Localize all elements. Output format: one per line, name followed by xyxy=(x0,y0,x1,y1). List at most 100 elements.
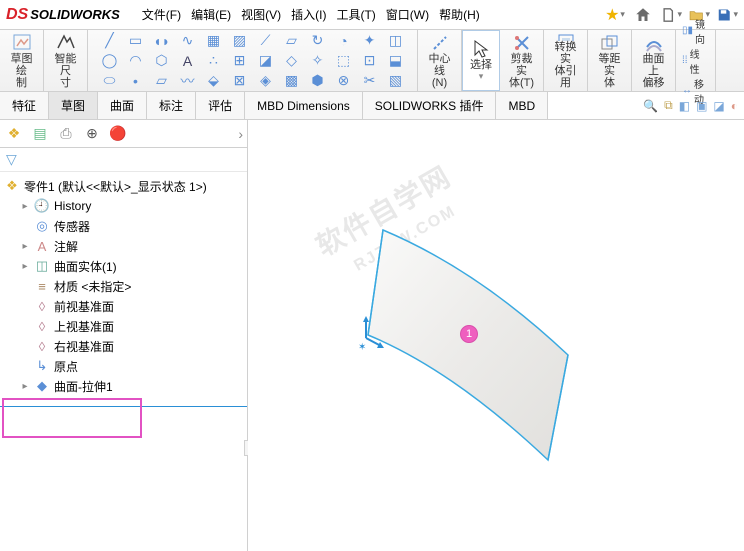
home-icon[interactable] xyxy=(632,4,654,26)
fill-tool-icon[interactable]: ▨ xyxy=(228,32,252,50)
menu-edit[interactable]: 编辑(E) xyxy=(187,4,235,25)
tree-tab-appearance-icon[interactable]: 🔴 xyxy=(108,124,128,144)
tree-tab-config-icon[interactable]: ⎙ xyxy=(56,124,76,144)
tree-tab-prop-icon[interactable]: ▤ xyxy=(30,124,50,144)
filter-funnel-icon[interactable]: ▽ xyxy=(6,151,17,168)
ribbon-trim[interactable]: 剪裁实体(T) xyxy=(500,30,544,91)
poly-tool-icon[interactable]: ⬡ xyxy=(150,52,174,70)
plane-right-label: 右视基准面 xyxy=(54,338,114,355)
c1-tool-icon[interactable]: ◇ xyxy=(280,52,304,70)
c4-tool-icon[interactable]: ⊡ xyxy=(358,52,382,70)
circle-tool-icon[interactable]: ◯ xyxy=(98,52,122,70)
command-tabs: 特征 草图 曲面 标注 评估 MBD Dimensions SOLIDWORKS… xyxy=(0,92,744,120)
box-tool-icon[interactable]: ◫ xyxy=(384,32,408,50)
menu-insert[interactable]: 插入(I) xyxy=(287,4,330,25)
pt-tool-icon[interactable]: ∴ xyxy=(202,52,226,70)
m8-tool-icon[interactable]: ▧ xyxy=(384,72,408,90)
section-icon[interactable]: ◐ xyxy=(731,99,738,113)
shade-icon[interactable]: ◪ xyxy=(713,99,724,113)
save-icon[interactable]: ▾ xyxy=(716,4,738,26)
menu-window[interactable]: 窗口(W) xyxy=(382,4,433,25)
m7-tool-icon[interactable]: ✂ xyxy=(358,72,382,90)
tab-sw-addin[interactable]: SOLIDWORKS 插件 xyxy=(363,92,497,119)
ribbon-sketch-group[interactable]: 草图绘制 xyxy=(0,30,44,91)
ribbon-select[interactable]: 选择 ▾ xyxy=(462,30,500,91)
tree-feature-extrude[interactable]: ▸ ◆ 曲面-拉伸1 xyxy=(2,376,245,396)
m1-tool-icon[interactable]: ⬙ xyxy=(202,72,226,90)
m6-tool-icon[interactable]: ⊗ xyxy=(332,72,356,90)
text-tool-icon[interactable]: A xyxy=(176,52,200,70)
tree-plane-front[interactable]: ◊ 前视基准面 xyxy=(2,296,245,316)
tab-feature[interactable]: 特征 xyxy=(0,92,49,119)
rect-tool-icon[interactable]: ▭ xyxy=(124,32,148,50)
iso-tool-icon[interactable]: ◪ xyxy=(254,52,278,70)
tab-sketch[interactable]: 草图 xyxy=(49,92,98,119)
c5-tool-icon[interactable]: ⬓ xyxy=(384,52,408,70)
wire-tool-icon[interactable]: ✦ xyxy=(358,32,382,50)
tree-annot[interactable]: ▸ A 注解 xyxy=(2,236,245,256)
graphics-area[interactable]: 软件自学网 RJZXW.COM ✶ 1 xyxy=(248,120,744,551)
tree-plane-top[interactable]: ◊ 上视基准面 xyxy=(2,316,245,336)
tree-tab-bar: ❖ ▤ ⎙ ⊕ 🔴 › xyxy=(0,120,247,148)
tab-evaluate[interactable]: 评估 xyxy=(196,92,245,119)
tree-body[interactable]: ▸ ◫ 曲面实体(1) xyxy=(2,256,245,276)
ribbon-surface-offset[interactable]: 曲面上偏移 xyxy=(632,30,676,91)
c3-tool-icon[interactable]: ⬚ xyxy=(332,52,356,70)
star-icon[interactable]: ★▾ xyxy=(604,4,626,26)
expander-icon[interactable]: ▸ xyxy=(20,241,30,252)
zoom-area-icon[interactable]: ⧉ xyxy=(664,98,673,113)
ellipse-tool-icon[interactable]: ⬭ xyxy=(98,72,122,90)
rot-tool-icon[interactable]: ↻ xyxy=(306,32,330,50)
line-tool-icon[interactable]: ╱ xyxy=(98,32,122,50)
tree-root[interactable]: ❖ 零件1 (默认<<默认>_显示状态 1>) xyxy=(2,176,245,196)
menu-help[interactable]: 帮助(H) xyxy=(435,4,484,25)
ribbon-convert[interactable]: 转换实体引用 xyxy=(544,30,588,91)
workspace: ❖ ▤ ⎙ ⊕ 🔴 › ▽ ❖ 零件1 (默认<<默认>_显示状态 1>) ▸ … xyxy=(0,120,744,551)
m5-tool-icon[interactable]: ⬢ xyxy=(306,72,330,90)
ribbon-dimension-group[interactable]: 智能尺寸 xyxy=(44,30,88,91)
curve-tool-icon[interactable]: 〰 xyxy=(176,72,200,90)
menu-view[interactable]: 视图(V) xyxy=(237,4,285,25)
menu-file[interactable]: 文件(F) xyxy=(138,4,185,25)
new-doc-icon[interactable]: ▾ xyxy=(660,4,682,26)
tab-mbd-dim[interactable]: MBD Dimensions xyxy=(245,92,363,119)
expander-icon[interactable]: ▸ xyxy=(20,261,30,272)
tree-origin[interactable]: ↳ 原点 xyxy=(2,356,245,376)
tree-tab-target-icon[interactable]: ⊕ xyxy=(82,124,102,144)
menu-tools[interactable]: 工具(T) xyxy=(332,4,379,25)
plane-top-label: 上视基准面 xyxy=(54,318,114,335)
tab-surface[interactable]: 曲面 xyxy=(98,92,147,119)
m4-tool-icon[interactable]: ▩ xyxy=(280,72,304,90)
linear-btn[interactable]: ⁞⁞线性 xyxy=(682,46,709,76)
tree-plane-right[interactable]: ◊ 右视基准面 xyxy=(2,336,245,356)
par-tool-icon[interactable]: ▱ xyxy=(150,72,174,90)
tab-annotate[interactable]: 标注 xyxy=(147,92,196,119)
pt2-tool-icon[interactable]: • xyxy=(124,72,148,90)
tree-history[interactable]: ▸ 🕘 History xyxy=(2,196,245,216)
expander-icon[interactable]: ▸ xyxy=(20,381,30,392)
plane-icon: ◊ xyxy=(34,298,50,314)
sweep-tool-icon[interactable]: ◔ xyxy=(332,32,356,50)
view-box-icon[interactable]: ▣ xyxy=(696,99,707,113)
slot-tool-icon[interactable]: ◖◗ xyxy=(150,32,174,50)
tree-sensor[interactable]: ◎ 传感器 xyxy=(2,216,245,236)
mirror-btn[interactable]: ▯▮镜向 xyxy=(682,16,709,46)
grid-tool-icon[interactable]: ⊞ xyxy=(228,52,252,70)
m2-tool-icon[interactable]: ⊠ xyxy=(228,72,252,90)
plane-tool-icon[interactable]: ▱ xyxy=(280,32,304,50)
arc-tool-icon[interactable]: ◠ xyxy=(124,52,148,70)
ribbon-centerline[interactable]: 中心线(N) xyxy=(418,30,462,91)
expander-icon[interactable]: ▸ xyxy=(20,201,30,212)
ribbon-offset[interactable]: 等距实体 xyxy=(588,30,632,91)
c2-tool-icon[interactable]: ✧ xyxy=(306,52,330,70)
tree-material[interactable]: ≡ 材质 <未指定> xyxy=(2,276,245,296)
3dline-tool-icon[interactable]: ⟋ xyxy=(254,32,278,50)
tree-tab-more-icon[interactable]: › xyxy=(238,126,243,142)
spline-tool-icon[interactable]: ∿ xyxy=(176,32,200,50)
view-cube-icon[interactable]: ◧ xyxy=(679,99,690,113)
tab-mbd[interactable]: MBD xyxy=(496,92,548,119)
hatch-tool-icon[interactable]: ▦ xyxy=(202,32,226,50)
zoom-fit-icon[interactable]: 🔍 xyxy=(643,99,658,113)
tree-tab-feature-icon[interactable]: ❖ xyxy=(4,124,24,144)
m3-tool-icon[interactable]: ◈ xyxy=(254,72,278,90)
